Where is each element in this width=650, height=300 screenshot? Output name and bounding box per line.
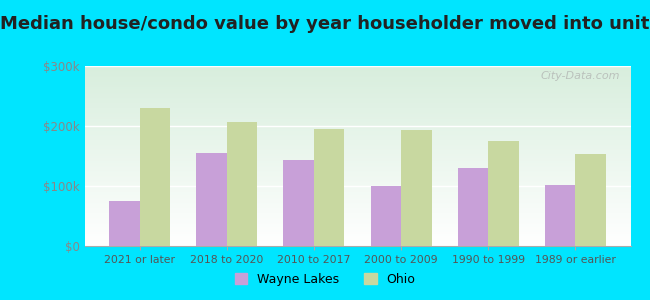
Bar <box>458 168 488 246</box>
Bar <box>488 141 519 246</box>
Bar <box>140 108 170 246</box>
Bar <box>545 185 575 246</box>
Bar <box>227 122 257 246</box>
Text: Median house/condo value by year householder moved into unit: Median house/condo value by year househo… <box>0 15 650 33</box>
Bar <box>196 153 227 246</box>
Bar <box>370 186 401 246</box>
Bar <box>314 129 344 246</box>
Bar <box>109 201 140 246</box>
Bar <box>283 160 314 246</box>
Bar <box>401 130 432 246</box>
Text: City-Data.com: City-Data.com <box>540 71 619 81</box>
Bar <box>575 154 606 246</box>
Legend: Wayne Lakes, Ohio: Wayne Lakes, Ohio <box>229 268 421 291</box>
